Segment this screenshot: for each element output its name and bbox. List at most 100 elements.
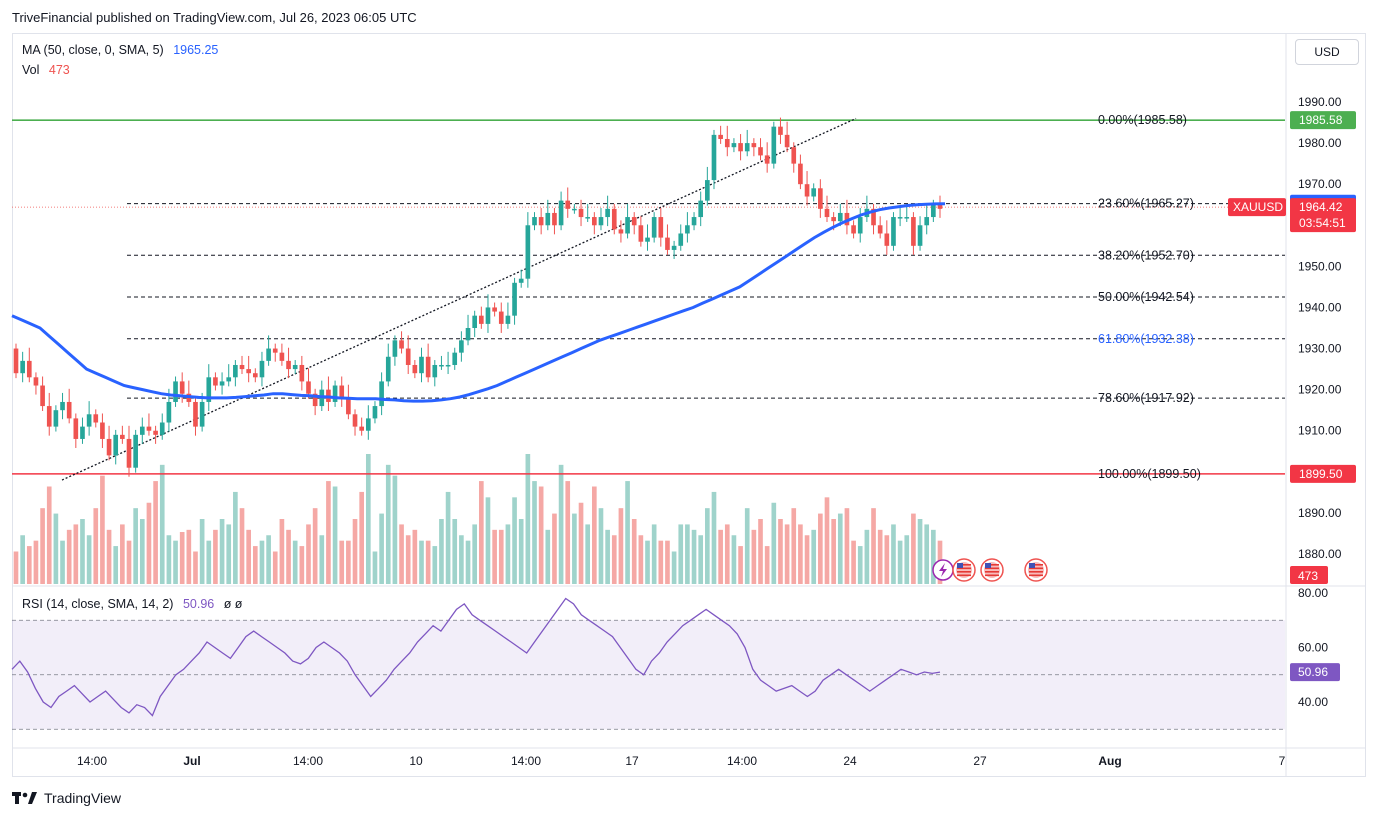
candle bbox=[651, 217, 657, 238]
volume-bar bbox=[518, 519, 524, 584]
time-tick-label: Jul bbox=[183, 754, 200, 768]
candle bbox=[545, 212, 551, 226]
candle bbox=[671, 245, 677, 250]
volume-badge-label: 473 bbox=[1298, 569, 1318, 583]
price-badge-label: 1985.58 bbox=[1299, 113, 1343, 127]
volume-bar bbox=[631, 519, 637, 584]
volume-bar bbox=[326, 481, 331, 584]
currency-button[interactable]: USD bbox=[1295, 39, 1359, 65]
volume-bar bbox=[279, 519, 285, 584]
candle bbox=[818, 188, 823, 209]
volume-bar bbox=[392, 475, 398, 584]
price-chart[interactable]: 0.00%(1985.58) 23.60%(1965.27) 38.20%(1952… bbox=[0, 0, 1379, 780]
candle bbox=[598, 217, 604, 226]
volume-bar bbox=[432, 546, 438, 584]
rsi-tick-label: 60.00 bbox=[1298, 641, 1328, 655]
us-flag-event-stripe bbox=[957, 571, 971, 573]
volume-bar bbox=[372, 551, 378, 584]
candle bbox=[26, 360, 32, 378]
ma-legend[interactable]: MA (50, close, 0, SMA, 5) 1965.25 bbox=[22, 43, 218, 57]
candle bbox=[665, 237, 670, 250]
volume-bar bbox=[864, 529, 870, 584]
volume-bar bbox=[306, 524, 311, 584]
rsi-badge-label: 50.96 bbox=[1298, 665, 1328, 679]
candle bbox=[159, 422, 165, 435]
volume-bar bbox=[678, 524, 684, 584]
candle bbox=[60, 401, 65, 411]
volume-bar bbox=[365, 454, 371, 584]
candle bbox=[931, 204, 936, 218]
fib-label: 100.00%(1899.50) bbox=[1098, 467, 1201, 481]
us-flag-event-canton bbox=[957, 563, 963, 568]
volume-bar bbox=[186, 529, 192, 584]
volume-bar bbox=[379, 513, 384, 584]
volume-bar bbox=[33, 540, 39, 584]
volume-bar bbox=[199, 519, 205, 584]
candle bbox=[166, 401, 172, 423]
volume-bar bbox=[625, 481, 630, 584]
price-tick-label: 1970.00 bbox=[1298, 177, 1342, 191]
candle bbox=[525, 225, 531, 279]
candle bbox=[631, 217, 637, 226]
rsi-legend[interactable]: RSI (14, close, SMA, 14, 2) 50.96 ø ø bbox=[22, 597, 242, 611]
candle bbox=[911, 217, 916, 246]
volume-bar bbox=[339, 540, 345, 584]
volume-bar bbox=[319, 535, 325, 584]
candle bbox=[924, 217, 930, 226]
volume-bar bbox=[532, 481, 537, 584]
volume-bar bbox=[173, 540, 178, 584]
volume-bar bbox=[419, 540, 424, 584]
ma-legend-value: 1965.25 bbox=[173, 43, 219, 57]
price-tick-label: 1910.00 bbox=[1298, 424, 1342, 438]
volume-bar bbox=[498, 529, 504, 584]
volume-bar bbox=[120, 524, 125, 584]
vol-legend[interactable]: Vol 473 bbox=[22, 63, 70, 77]
volume-bar bbox=[911, 513, 916, 584]
candle bbox=[439, 364, 444, 367]
candle bbox=[811, 188, 817, 197]
candle bbox=[565, 200, 571, 209]
volume-layer bbox=[13, 454, 943, 584]
volume-bar bbox=[60, 540, 65, 584]
volume-bar bbox=[146, 502, 152, 584]
us-flag-event-canton bbox=[1029, 563, 1035, 568]
volume-bar bbox=[246, 529, 251, 584]
volume-bar bbox=[153, 481, 158, 584]
vol-legend-value: 473 bbox=[48, 63, 70, 77]
fib-label: 23.60%(1965.27) bbox=[1098, 197, 1194, 211]
candle bbox=[299, 364, 305, 382]
volume-bar bbox=[844, 508, 850, 584]
candle bbox=[279, 352, 285, 361]
candle bbox=[139, 426, 145, 435]
ma-legend-label: MA (50, close, 0, SMA, 5) bbox=[22, 43, 164, 57]
candle bbox=[206, 377, 212, 402]
us-flag-event-stripe bbox=[985, 574, 999, 577]
candle bbox=[452, 352, 458, 365]
volume-bar bbox=[213, 529, 218, 584]
volume-bar bbox=[545, 529, 551, 584]
candle bbox=[552, 212, 557, 226]
rsi-badge bbox=[1290, 663, 1340, 682]
volume-bar bbox=[831, 519, 836, 584]
us-flag-event-icon bbox=[952, 558, 976, 582]
volume-bar bbox=[93, 508, 99, 584]
candle bbox=[691, 217, 697, 226]
volume-bar bbox=[851, 540, 856, 584]
price-tick-label: 1980.00 bbox=[1298, 136, 1342, 150]
candle bbox=[611, 208, 617, 230]
candle bbox=[485, 307, 491, 324]
candle bbox=[113, 434, 119, 456]
volume-bar bbox=[931, 529, 936, 584]
candle bbox=[292, 364, 298, 370]
candle bbox=[219, 381, 225, 386]
candle bbox=[572, 208, 577, 211]
footer-brand[interactable]: TradingView bbox=[12, 790, 121, 806]
candle bbox=[638, 225, 644, 242]
volume-bar bbox=[924, 524, 930, 584]
candle bbox=[618, 229, 624, 234]
volume-bar bbox=[166, 535, 172, 584]
volume-bar bbox=[718, 529, 723, 584]
us-flag-event-stripe bbox=[957, 567, 971, 570]
candle bbox=[804, 184, 810, 197]
volume-bar bbox=[685, 524, 690, 584]
